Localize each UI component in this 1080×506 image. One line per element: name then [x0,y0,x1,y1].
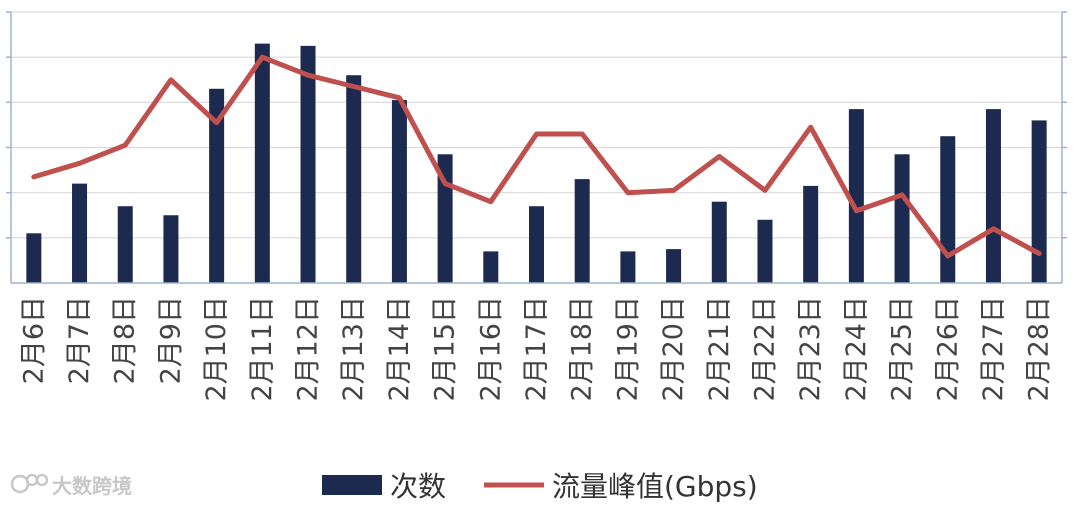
bar [346,75,362,283]
bar [529,206,544,283]
x-tick-label: 2月20日 [658,296,689,402]
x-tick-label: 2月19日 [612,296,643,402]
x-tick-label: 2月12日 [293,296,324,402]
x-tick-label: 2月10日 [201,296,232,402]
x-tick-label: 2月14日 [384,296,415,402]
bar [117,206,133,283]
x-tick-label: 2月24日 [841,296,872,402]
bar [985,109,1001,283]
x-tick-label: 2月9日 [155,296,186,384]
x-tick-label: 2月22日 [749,296,780,402]
x-tick-label: 2月21日 [704,296,735,402]
bar [757,219,773,283]
legend-bar-label: 次数 [390,470,446,503]
bar [803,185,819,283]
brand-logo-icon [10,473,49,494]
gridlines [11,11,1062,239]
bar [848,109,864,283]
x-tick-label: 2月17日 [521,296,552,402]
bar [209,88,225,284]
bar [894,154,910,283]
axes [6,11,1067,284]
x-tick-label: 2月16日 [475,296,506,402]
legend-line-label: 流量峰值(Gbps) [552,470,758,503]
line-series [31,54,1042,259]
x-tick-labels: 2月6日 2月7日 2月8日 2月9日 2月10日 2月11日 2月12日 2月13日 2月14… [18,296,1054,402]
bar [574,179,590,283]
x-tick-label: 2月6日 [18,296,49,384]
x-tick-label: 2月25日 [887,296,918,402]
x-tick-label: 2月18日 [567,296,598,402]
watermark-text: 大数跨境 [52,474,132,498]
bar [711,201,727,283]
bar [391,100,407,283]
x-tick-label: 2月26日 [932,296,963,402]
watermark: 大数跨境 [10,473,132,498]
x-tick-label: 2月11日 [247,296,278,402]
x-tick-label: 2月27日 [978,296,1009,402]
bar [940,136,956,283]
bar [300,45,316,283]
bar [254,43,270,283]
bar [72,183,88,283]
legend-bar-swatch [322,475,382,495]
bar [163,215,179,283]
bar [1031,120,1047,284]
x-tick-label: 2月28日 [1024,296,1055,402]
bar [26,233,42,283]
x-tick-label: 2月13日 [338,296,369,402]
x-tick-label: 2月15日 [430,296,461,402]
bar-series [26,43,1047,284]
bar [483,251,499,283]
x-tick-label: 2月8日 [110,296,141,384]
bar [666,249,682,283]
line-path [31,54,1042,259]
legend: 次数 流量峰值(Gbps) [322,470,758,503]
x-tick-label: 2月23日 [795,296,826,402]
x-tick-label: 2月7日 [64,296,95,384]
bar [620,251,636,283]
